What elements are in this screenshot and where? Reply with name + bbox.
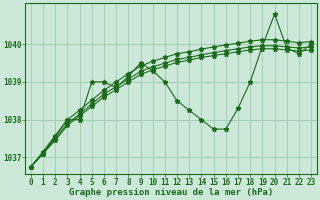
X-axis label: Graphe pression niveau de la mer (hPa): Graphe pression niveau de la mer (hPa) (69, 188, 273, 197)
